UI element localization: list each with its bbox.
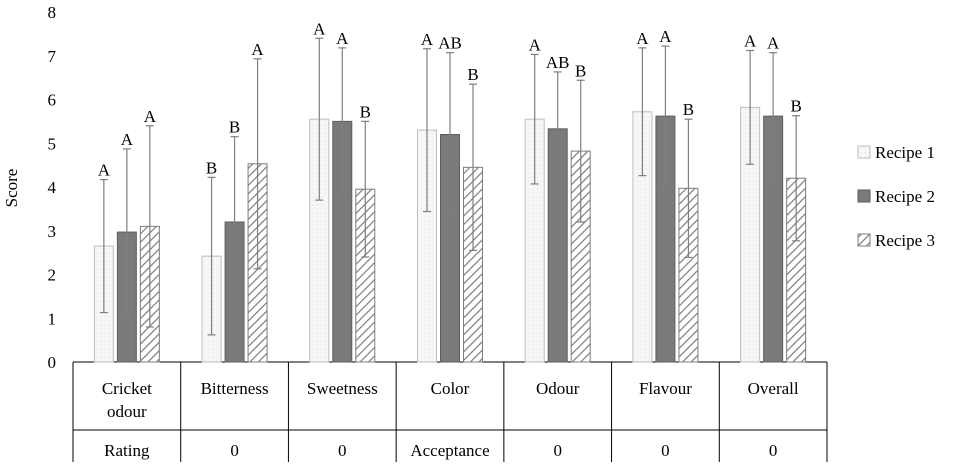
y-axis-label: Score bbox=[2, 169, 21, 208]
legend-swatch bbox=[857, 189, 871, 203]
significance-letter: A bbox=[636, 29, 649, 48]
y-axis-ticks: 0 1 2 3 4 5 6 7 8 bbox=[48, 3, 57, 372]
significance-letter: AB bbox=[546, 53, 570, 72]
significance-letter: A bbox=[121, 130, 134, 149]
significance-letter: A bbox=[659, 27, 672, 46]
significance-letter: A bbox=[336, 29, 349, 48]
category-group-label: Acceptance bbox=[410, 441, 489, 460]
significance-letter: B bbox=[360, 102, 371, 121]
legend-swatch bbox=[857, 233, 871, 247]
y-tick-label: 0 bbox=[48, 353, 57, 372]
significance-letter: A bbox=[421, 30, 434, 49]
legend-label: Recipe 2 bbox=[875, 187, 935, 206]
bars bbox=[93, 106, 807, 363]
legend: Recipe 1 Recipe 2 Recipe 3 bbox=[857, 143, 935, 250]
category-label: Overall bbox=[748, 379, 799, 398]
significance-letter: A bbox=[744, 32, 757, 51]
y-tick-label: 7 bbox=[48, 47, 57, 66]
significance-letter: A bbox=[251, 40, 264, 59]
significance-letter: B bbox=[206, 158, 217, 177]
error-bars bbox=[99, 37, 801, 336]
legend-swatch bbox=[857, 145, 871, 159]
category-group-label: 0 bbox=[553, 441, 562, 460]
category-label: Cricket bbox=[102, 379, 152, 398]
significance-letter: B bbox=[575, 61, 586, 80]
y-tick-label: 6 bbox=[48, 91, 57, 110]
category-label: Flavour bbox=[639, 379, 692, 398]
category-label: odour bbox=[107, 402, 147, 421]
category-group-label: 0 bbox=[661, 441, 670, 460]
significance-letter: A bbox=[313, 19, 326, 38]
category-group-label: 0 bbox=[769, 441, 778, 460]
category-group-label: Rating bbox=[104, 441, 150, 460]
category-label: Sweetness bbox=[307, 379, 378, 398]
significance-letter: A bbox=[98, 161, 111, 180]
legend-label: Recipe 1 bbox=[875, 143, 935, 162]
significance-letter: B bbox=[229, 118, 240, 137]
significance-letter: A bbox=[767, 34, 780, 53]
significance-letter: B bbox=[467, 65, 478, 84]
y-tick-label: 3 bbox=[48, 222, 57, 241]
category-group-label: 0 bbox=[230, 441, 239, 460]
category-label: Odour bbox=[536, 379, 580, 398]
y-tick-label: 8 bbox=[48, 3, 57, 22]
significance-letter: A bbox=[529, 35, 542, 54]
category-labels: Cricket odour Rating Bitterness 0 Sweetness 0 C… bbox=[102, 379, 799, 460]
y-tick-label: 1 bbox=[48, 309, 57, 328]
significance-letter: A bbox=[144, 107, 157, 126]
category-group-label: 0 bbox=[338, 441, 347, 460]
y-tick-label: 5 bbox=[48, 134, 57, 153]
y-tick-label: 2 bbox=[48, 266, 57, 285]
category-label: Bitterness bbox=[201, 379, 269, 398]
significance-letter: AB bbox=[438, 34, 462, 53]
category-label: Color bbox=[431, 379, 470, 398]
significance-letter: B bbox=[683, 100, 694, 119]
significance-letter: B bbox=[790, 97, 801, 116]
y-tick-label: 4 bbox=[48, 178, 57, 197]
legend-label: Recipe 3 bbox=[875, 231, 935, 250]
